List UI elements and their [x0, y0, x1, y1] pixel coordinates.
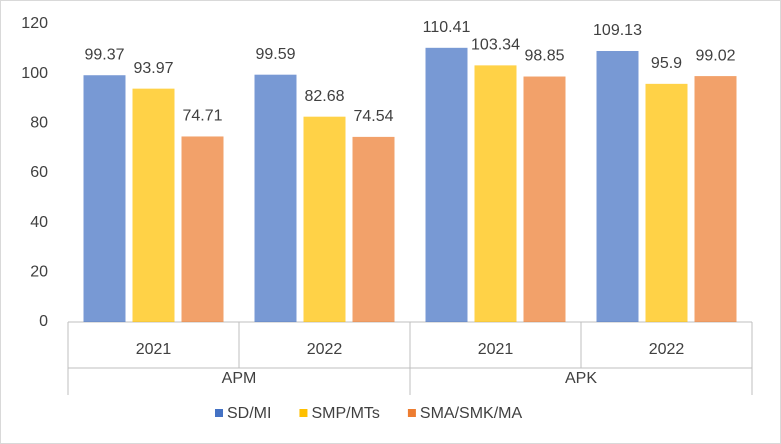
legend-label: SD/MI [227, 405, 271, 422]
legend-label: SMP/MTs [311, 405, 379, 422]
bar [181, 136, 224, 322]
data-label: 74.54 [353, 108, 393, 125]
bar [694, 76, 737, 322]
data-label: 99.37 [84, 46, 124, 63]
y-tick-label: 40 [30, 214, 48, 231]
data-label: 93.97 [133, 60, 173, 77]
data-label: 99.02 [695, 47, 735, 64]
bar [83, 75, 126, 322]
data-label: 95.9 [651, 55, 682, 72]
group-label: APK [565, 370, 597, 387]
bar [474, 65, 517, 323]
data-label: 109.13 [593, 22, 642, 39]
data-label: 110.41 [423, 19, 471, 36]
x-tick-label: 2021 [478, 341, 514, 358]
bar [303, 116, 346, 322]
data-label: 99.59 [255, 46, 295, 63]
data-label: 98.85 [524, 48, 564, 65]
legend-swatch [407, 409, 416, 417]
data-label: 103.34 [471, 37, 520, 54]
legend-swatch [299, 409, 308, 417]
y-tick-label: 100 [21, 65, 48, 82]
group-label: APM [222, 370, 257, 387]
y-tick-label: 60 [30, 164, 48, 181]
x-tick-label: 2022 [649, 341, 685, 358]
y-tick-label: 120 [21, 15, 48, 32]
bar [132, 88, 175, 322]
bar [523, 76, 566, 323]
legend-swatch [215, 409, 223, 417]
y-tick-label: 0 [39, 313, 48, 330]
legend-label: SMA/SMK/MA [420, 405, 523, 422]
bar [352, 136, 395, 322]
bar [254, 74, 297, 322]
bar [645, 83, 688, 323]
x-tick-label: 2022 [307, 341, 343, 358]
y-tick-label: 20 [30, 264, 48, 281]
bar [425, 47, 468, 323]
bar [596, 50, 639, 322]
x-tick-label: 2021 [136, 341, 172, 358]
y-tick-label: 80 [30, 115, 48, 132]
data-label: 82.68 [304, 88, 344, 105]
data-label: 74.71 [182, 108, 222, 125]
